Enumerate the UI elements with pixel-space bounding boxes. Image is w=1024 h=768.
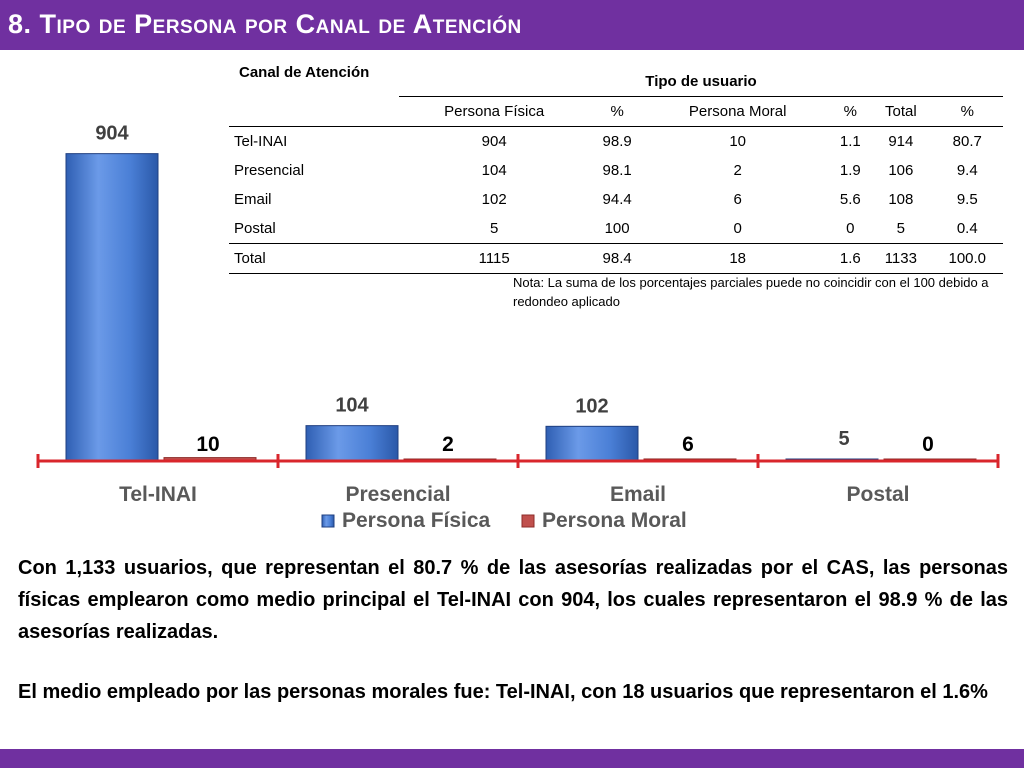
cell: 1115 [399,243,590,274]
cell: 98.4 [589,243,645,274]
cell: 108 [888,191,914,208]
data-label: 904 [95,123,129,145]
cell: 5 [896,220,905,237]
data-label: 2 [442,433,454,456]
data-label: 0 [922,433,934,456]
bar-persona-fisica [545,425,639,462]
bottom-bar [0,749,1024,768]
col-header: Persona Moral [644,96,831,127]
cell: 100 [604,220,630,237]
cell: 0 [733,220,742,237]
cell: 1.9 [839,162,861,179]
legend-swatch [521,514,535,528]
legend-label: Persona Física [342,509,491,530]
col-header: Total [870,96,932,127]
cell: 10 [729,133,747,150]
cell: 2 [733,162,742,179]
summary-paragraph-1: Con 1,133 usuarios, que representan el 8… [18,557,1008,643]
canal-header: Canal de Atención [239,64,370,81]
table-row: Presencial 104 98.1 2 1.9 106 9.4 [229,156,1003,185]
cell: 5.6 [839,191,861,208]
cell: 5 [490,220,499,237]
table-row: Postal 5 100 0 0 5 0.4 [229,214,1003,244]
cell: 9.5 [956,191,978,208]
col-header: % [931,96,1003,127]
group-header: Tipo de usuario [645,72,757,90]
table-note: Nota: La suma de los porcentajes parcial… [513,275,989,309]
title-bar: 8. Tipo de Persona por Canal de Atención [0,0,1024,50]
cell: 0.4 [956,220,978,237]
data-table: Canal de Atención Tipo de usuario Person… [229,58,1003,274]
row-label: Presencial [234,162,305,179]
col-header: % [589,96,645,127]
bar-persona-fisica [65,153,159,462]
table-row: Tel-INAI 904 98.9 10 1.1 914 80.7 [229,126,1003,157]
legend-label: Persona Moral [542,509,687,530]
col-header: % [830,96,871,127]
header-blank [229,97,399,127]
category-label: Email [610,483,666,506]
cell: 1.1 [839,133,861,150]
bar-persona-fisica [305,425,399,462]
row-label: Postal [234,220,276,237]
data-label: 5 [838,428,849,450]
row-label: Email [234,191,272,208]
row-label: Tel-INAI [234,133,288,150]
cell: 94.4 [602,191,632,208]
legend-swatch [321,514,335,528]
cell: 18 [644,243,831,274]
cell: 9.4 [956,162,978,179]
cell: 106 [888,162,914,179]
cell: 1.6 [830,243,871,274]
total-row: Total 1115 98.4 18 1.6 1133 100.0 [229,243,1003,274]
data-label: 102 [575,395,608,417]
cell: 98.9 [602,133,632,150]
summary-paragraph-2: El medio empleado por las personas moral… [18,681,988,703]
data-label: 104 [335,395,369,417]
col-header: Persona Física [399,96,590,127]
cell: 80.7 [952,133,982,150]
data-label: 10 [196,433,219,456]
category-label: Tel-INAI [119,483,197,506]
cell: 6 [733,191,742,208]
page-title: 8. Tipo de Persona por Canal de Atención [8,9,522,39]
table-row: Email 102 94.4 6 5.6 108 9.5 [229,185,1003,214]
data-label: 6 [682,433,694,456]
cell: 104 [481,162,507,179]
cell: 904 [481,133,507,150]
cell: 914 [888,133,914,150]
row-label: Total [229,243,399,274]
cell: 1133 [870,243,932,274]
cell: 102 [481,191,507,208]
cell: 100.0 [931,243,1003,274]
category-label: Presencial [345,483,450,506]
cell: 0 [846,220,855,237]
category-label: Postal [846,483,909,506]
cell: 98.1 [602,162,632,179]
